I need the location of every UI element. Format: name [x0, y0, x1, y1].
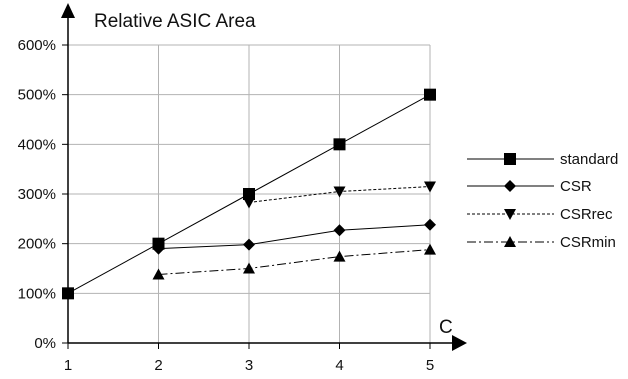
x-axis-title: C — [439, 317, 453, 338]
y-axis-arrow — [61, 3, 75, 18]
y-tick-label: 300% — [18, 186, 56, 203]
data-point-csrrec — [424, 181, 436, 193]
data-point-standard — [333, 138, 346, 151]
y-tick-label: 600% — [18, 37, 56, 54]
y-tick-label: 400% — [18, 136, 56, 153]
data-point-csr — [243, 238, 255, 251]
series-line-csrmin — [158, 249, 431, 275]
data-point-standard — [424, 88, 436, 101]
x-tick-label: 4 — [335, 357, 343, 374]
legend-label-csr: CSR — [560, 178, 592, 195]
data-point-standard — [62, 287, 74, 300]
data-point-csrmin — [333, 250, 346, 262]
data-point-csrmin — [243, 262, 255, 274]
y-tick-label: 200% — [18, 236, 56, 253]
y-tick-label: 100% — [18, 285, 56, 302]
data-point-csr — [152, 242, 165, 255]
series-csr — [152, 218, 436, 255]
legend-marker-standard — [504, 153, 516, 165]
series-line-csr — [158, 224, 431, 250]
legend-marker-csr — [504, 180, 516, 192]
x-axis-arrow — [452, 335, 467, 351]
data-point-csrmin — [424, 243, 436, 255]
data-point-csrrec — [243, 197, 255, 209]
series-csrmin — [152, 243, 436, 280]
series-standard — [62, 88, 436, 300]
y-axis: 0% 100% 200% 300% 400% 500% 600% — [18, 3, 75, 352]
legend-marker-csrrec — [504, 209, 516, 220]
x-tick-label: 3 — [245, 357, 253, 374]
data-point-csrrec — [333, 186, 346, 198]
legend-marker-csrmin — [504, 236, 516, 247]
data-point-csr — [424, 218, 436, 231]
data-point-csrmin — [152, 268, 165, 280]
x-tick-label: 5 — [426, 357, 434, 374]
data-point-standard — [243, 188, 255, 200]
x-axis: 1 2 3 4 5 — [64, 335, 467, 374]
legend: standard CSR CSRrec CSRmin — [467, 151, 618, 251]
series-group — [62, 88, 436, 300]
legend-label-csrmin: CSRmin — [560, 234, 616, 251]
legend-label-standard: standard — [560, 151, 618, 168]
data-point-csr — [333, 224, 346, 237]
y-tick-label: 500% — [18, 87, 56, 104]
y-tick-label: 0% — [34, 335, 56, 352]
chart-title: Relative ASIC Area — [94, 11, 256, 32]
legend-label-csrrec: CSRrec — [560, 206, 613, 223]
series-csrrec — [243, 181, 436, 209]
x-tick-label: 2 — [154, 357, 162, 374]
x-tick-label: 1 — [64, 357, 72, 374]
